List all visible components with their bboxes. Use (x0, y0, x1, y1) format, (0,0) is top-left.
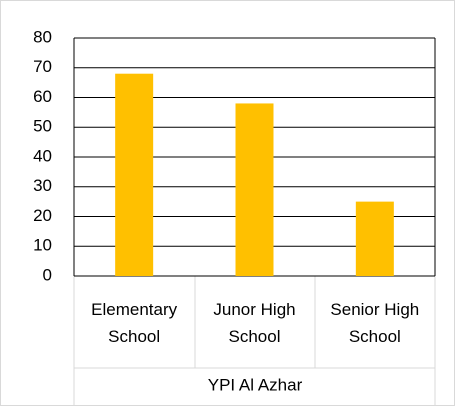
y-tick-label: 30 (33, 176, 52, 195)
x-tick-label: Elementary School (91, 300, 178, 346)
y-tick-label: 70 (33, 57, 52, 76)
x-tick-label: Junor High School (213, 300, 296, 346)
group-label: YPI Al Azhar (208, 375, 303, 394)
y-tick-label: 10 (33, 236, 52, 255)
y-tick-label: 50 (33, 117, 52, 136)
y-tick-label: 40 (33, 146, 52, 165)
y-tick-label: 80 (33, 27, 52, 46)
bar (235, 103, 274, 276)
x-tick-label: Senior High School (330, 300, 420, 346)
y-tick-label: 0 (43, 265, 52, 284)
y-tick-label: 20 (33, 206, 52, 225)
y-tick-label: 60 (33, 87, 52, 106)
bar (355, 201, 394, 276)
bar (115, 73, 154, 276)
